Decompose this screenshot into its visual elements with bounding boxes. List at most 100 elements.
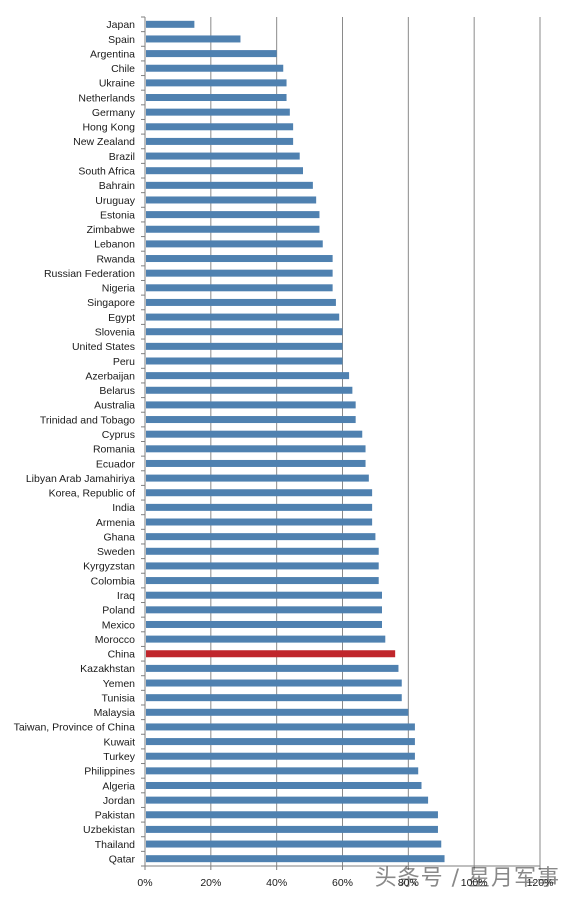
bar-trinidad-and-tobago xyxy=(146,416,356,424)
category-label: Mexico xyxy=(102,619,135,631)
bar-slovenia xyxy=(146,328,343,336)
category-label: Kuwait xyxy=(103,736,135,748)
bar-new-zealand xyxy=(146,137,294,145)
category-label: Australia xyxy=(94,400,135,412)
category-label: Hong Kong xyxy=(82,122,135,134)
bar-zimbabwe xyxy=(146,225,320,233)
category-label: Trinidad and Tobago xyxy=(40,414,135,426)
bar-nigeria xyxy=(146,284,333,292)
bar-russian-federation xyxy=(146,269,333,277)
category-label: Japan xyxy=(106,19,135,31)
category-label: Sweden xyxy=(97,546,135,558)
bar-yemen xyxy=(146,679,402,687)
category-label: Bahrain xyxy=(99,180,135,192)
category-label: Romania xyxy=(93,444,135,456)
category-label: New Zealand xyxy=(73,136,135,148)
category-label: Thailand xyxy=(95,839,135,851)
bar-thailand xyxy=(146,840,442,848)
bar-cyprus xyxy=(146,430,363,438)
category-label: Jordan xyxy=(103,795,135,807)
bar-estonia xyxy=(146,211,320,219)
x-tick-label: 100% xyxy=(461,877,488,889)
category-label: Slovenia xyxy=(95,327,135,339)
bar-iraq xyxy=(146,591,382,599)
category-label: Malaysia xyxy=(94,707,136,719)
bar-ghana xyxy=(146,533,376,541)
bar-turkey xyxy=(146,752,415,760)
bar-pakistan xyxy=(146,811,438,819)
category-label: Iraq xyxy=(117,590,135,602)
bar-ukraine xyxy=(146,79,287,87)
category-label: Rwanda xyxy=(96,253,135,265)
bar-united-states xyxy=(146,342,343,350)
category-label: Ecuador xyxy=(96,458,136,470)
bar-chile xyxy=(146,64,284,72)
bar-singapore xyxy=(146,298,336,306)
bar-tunisia xyxy=(146,694,402,702)
bar-libyan-arab-jamahiriya xyxy=(146,474,369,482)
category-label: Uruguay xyxy=(95,195,135,207)
bar-china xyxy=(146,650,396,658)
category-label: Korea, Republic of xyxy=(49,488,135,500)
bar-jordan xyxy=(146,796,429,804)
category-label: Cyprus xyxy=(102,429,135,441)
bar-philippines xyxy=(146,767,419,775)
category-label: Nigeria xyxy=(102,283,135,295)
bar-japan xyxy=(146,20,195,28)
bar-germany xyxy=(146,108,290,116)
bar-rwanda xyxy=(146,255,333,263)
x-tick-label: 0% xyxy=(137,877,152,889)
bar-kuwait xyxy=(146,738,415,746)
bar-poland xyxy=(146,606,382,614)
category-label: Ghana xyxy=(103,531,135,543)
bar-armenia xyxy=(146,518,373,526)
x-tick-label: 40% xyxy=(266,877,287,889)
category-label: Tunisia xyxy=(102,692,136,704)
category-label: Armenia xyxy=(96,517,135,529)
bar-taiwan-province-of-china xyxy=(146,723,415,731)
category-label: South Africa xyxy=(78,165,135,177)
bar-malaysia xyxy=(146,708,409,716)
bar-australia xyxy=(146,401,356,409)
bar-hong-kong xyxy=(146,123,294,131)
bar-peru xyxy=(146,357,343,365)
bar-morocco xyxy=(146,635,386,643)
category-label: Kyrgyzstan xyxy=(83,561,135,573)
x-tick-label: 120% xyxy=(527,877,554,889)
bar-netherlands xyxy=(146,94,287,102)
category-label: Azerbaijan xyxy=(85,370,135,382)
bar-bahrain xyxy=(146,181,313,189)
watermark: 头条号 / 星月军事 xyxy=(374,866,560,891)
category-label: Germany xyxy=(92,107,136,119)
x-tick-label: 60% xyxy=(332,877,353,889)
bar-south-africa xyxy=(146,167,303,175)
category-label: Brazil xyxy=(109,151,135,163)
bar-algeria xyxy=(146,781,422,789)
category-label: Russian Federation xyxy=(44,268,135,280)
category-label: Kazakhstan xyxy=(80,663,135,675)
category-label: United States xyxy=(72,341,135,353)
bar-mexico xyxy=(146,620,382,628)
bar-argentina xyxy=(146,50,277,58)
category-label: Belarus xyxy=(99,385,135,397)
category-label: Yemen xyxy=(103,678,135,690)
bar-romania xyxy=(146,445,366,453)
category-label: India xyxy=(112,502,135,514)
category-label: Uzbekistan xyxy=(83,824,135,836)
category-label: Peru xyxy=(113,356,135,368)
category-label: Libyan Arab Jamahiriya xyxy=(26,473,135,485)
category-label: Ukraine xyxy=(99,78,135,90)
bar-lebanon xyxy=(146,240,323,248)
bar-belarus xyxy=(146,386,353,394)
bar-india xyxy=(146,503,373,511)
bar-kazakhstan xyxy=(146,664,399,672)
category-label: Poland xyxy=(102,605,135,617)
category-label: Zimbabwe xyxy=(87,224,136,236)
category-label: Spain xyxy=(108,34,135,46)
bar-azerbaijan xyxy=(146,372,350,380)
category-label: Qatar xyxy=(109,853,136,865)
bar-brazil xyxy=(146,152,300,160)
category-label: Morocco xyxy=(95,634,135,646)
category-label: Algeria xyxy=(102,780,135,792)
category-label: Taiwan, Province of China xyxy=(14,722,136,734)
